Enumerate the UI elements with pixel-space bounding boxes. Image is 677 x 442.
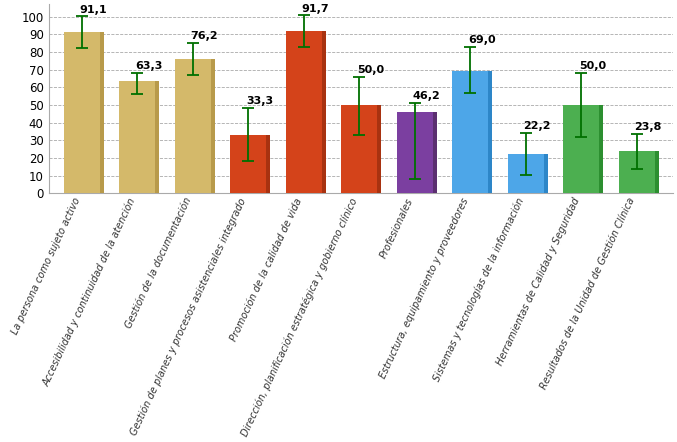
Bar	[508, 154, 544, 194]
Polygon shape	[433, 112, 437, 194]
Polygon shape	[544, 154, 548, 194]
Bar	[563, 105, 599, 194]
Bar	[286, 31, 322, 194]
Text: 23,8: 23,8	[634, 122, 662, 132]
Polygon shape	[488, 71, 492, 194]
Polygon shape	[322, 31, 326, 194]
Text: 50,0: 50,0	[357, 65, 385, 75]
Text: 33,3: 33,3	[246, 96, 274, 106]
Bar	[619, 151, 655, 194]
Bar	[397, 112, 433, 194]
Text: 46,2: 46,2	[412, 91, 440, 101]
Polygon shape	[156, 81, 159, 194]
Text: 91,7: 91,7	[302, 4, 329, 14]
Bar	[341, 105, 377, 194]
Text: 50,0: 50,0	[579, 61, 606, 71]
Text: 63,3: 63,3	[135, 61, 162, 71]
Polygon shape	[211, 59, 215, 194]
Polygon shape	[377, 105, 381, 194]
Text: 91,1: 91,1	[80, 4, 107, 15]
Bar	[175, 59, 211, 194]
Polygon shape	[266, 134, 270, 194]
Text: 76,2: 76,2	[191, 31, 218, 41]
Bar	[64, 32, 100, 194]
Polygon shape	[100, 32, 104, 194]
Polygon shape	[655, 151, 659, 194]
Bar	[230, 134, 266, 194]
Bar	[119, 81, 156, 194]
Text: 22,2: 22,2	[523, 121, 551, 131]
Polygon shape	[599, 105, 603, 194]
Text: 69,0: 69,0	[468, 35, 496, 45]
Bar	[452, 71, 488, 194]
